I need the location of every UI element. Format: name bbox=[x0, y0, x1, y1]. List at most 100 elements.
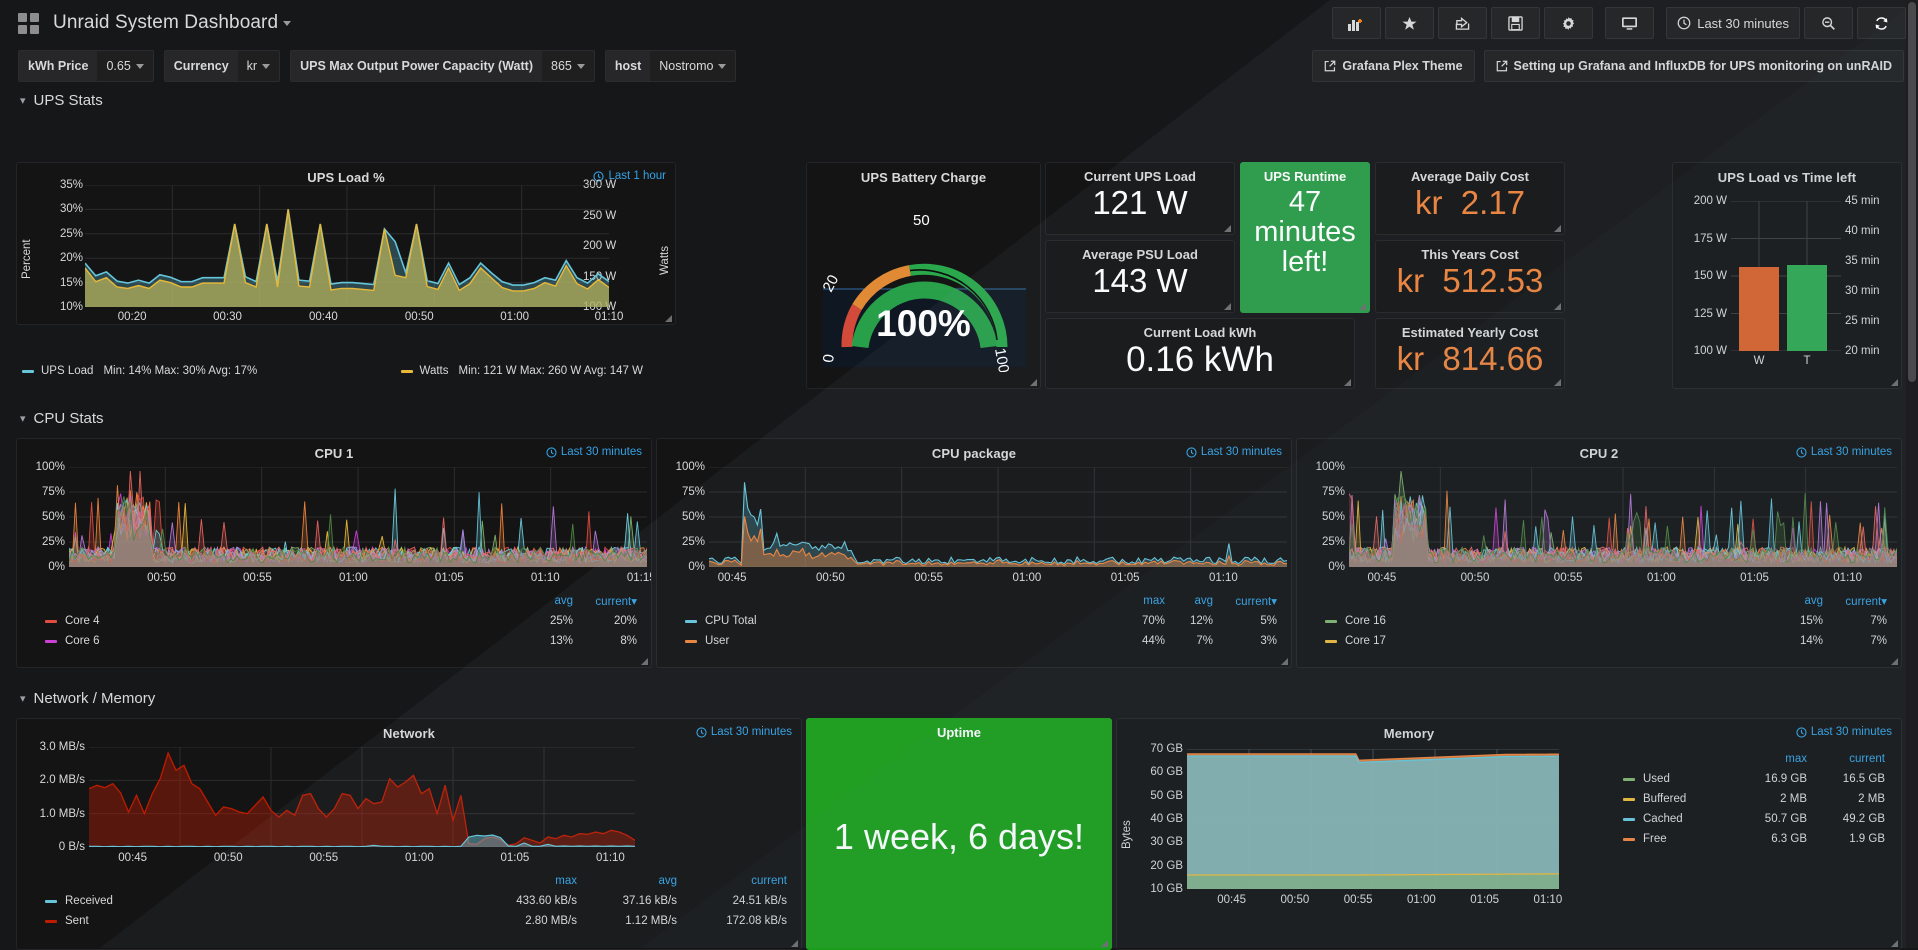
variable-currency[interactable]: Currency kr bbox=[163, 50, 281, 82]
panel-time-range[interactable]: Last 30 minutes bbox=[1796, 726, 1892, 738]
time-range-label: Last 30 minutes bbox=[1697, 15, 1789, 31]
stat-title: Uptime bbox=[936, 725, 982, 740]
stat-value: 1 week, 6 days! bbox=[833, 816, 1085, 857]
panel-resize-handle[interactable] bbox=[1554, 225, 1561, 232]
legend-item[interactable]: Core 4 25% 20% bbox=[17, 611, 651, 631]
legend-item-ups-load[interactable]: UPS Load Min: 14% Max: 30% Avg: 17% bbox=[22, 365, 268, 377]
panel-time-range[interactable]: Last 1 hour bbox=[593, 170, 666, 182]
variable-kwh-price[interactable]: kWh Price 0.65 bbox=[18, 50, 154, 82]
y-axis-ticks-left: 35% 30% 25% 20% 15% 10% bbox=[59, 179, 83, 313]
chevron-down-icon[interactable] bbox=[283, 20, 292, 26]
row-title: CPU Stats bbox=[33, 409, 104, 427]
panel-resize-handle[interactable] bbox=[791, 940, 798, 947]
legend-col-avg[interactable]: avg bbox=[658, 875, 677, 887]
legend-col-current[interactable]: current▾ bbox=[595, 596, 637, 608]
save-button[interactable] bbox=[1491, 7, 1541, 39]
panel-resize-handle[interactable] bbox=[1281, 658, 1288, 665]
bar-t bbox=[1787, 265, 1827, 351]
dashboard-link-grafana-plex-theme[interactable]: Grafana Plex Theme bbox=[1312, 50, 1475, 82]
panel-resize-handle[interactable] bbox=[1359, 303, 1366, 310]
row-header-ups-stats[interactable]: ▾ UPS Stats bbox=[0, 86, 1918, 114]
panel-resize-handle[interactable] bbox=[1030, 379, 1037, 386]
share-button[interactable] bbox=[1438, 7, 1488, 39]
panel-resize-handle[interactable] bbox=[1891, 940, 1898, 947]
time-range-picker[interactable]: Last 30 minutes bbox=[1666, 7, 1800, 39]
stat-panel-estimated-yearly-cost: Estimated Yearly Cost kr 814.66 bbox=[1375, 318, 1565, 389]
panel-resize-handle[interactable] bbox=[1554, 303, 1561, 310]
legend-value-max: 6.3 GB bbox=[1771, 833, 1807, 845]
legend-value-current: 8% bbox=[620, 635, 637, 647]
add-panel-button[interactable] bbox=[1332, 7, 1382, 39]
legend-col-avg[interactable]: avg bbox=[554, 595, 573, 607]
panel-resize-handle[interactable] bbox=[1224, 303, 1231, 310]
panel-title: Memory bbox=[1383, 726, 1435, 741]
panel-time-range[interactable]: Last 30 minutes bbox=[1186, 446, 1282, 458]
panel-cpu-2: CPU 2 Last 30 minutes 100% 75% 50% 25% 0… bbox=[1296, 438, 1902, 668]
legend-col-avg[interactable]: avg bbox=[1194, 595, 1213, 607]
legend-col-current[interactable]: current bbox=[751, 875, 787, 887]
legend-item-watts[interactable]: Watts Min: 121 W Max: 260 W Avg: 147 W bbox=[400, 365, 654, 377]
panel-time-range[interactable]: Last 30 minutes bbox=[696, 726, 792, 738]
legend-item[interactable]: CPU Total 70% 12% 5% bbox=[657, 611, 1291, 631]
clock-icon bbox=[593, 170, 605, 182]
panel-resize-handle[interactable] bbox=[1101, 940, 1108, 947]
tv-mode-button[interactable] bbox=[1605, 7, 1655, 39]
page-title[interactable]: Unraid System Dashboard bbox=[53, 12, 279, 33]
row-title: UPS Stats bbox=[33, 91, 103, 109]
legend-item[interactable]: Sent 2.80 MB/s 1.12 MB/s 172.08 kB/s bbox=[17, 911, 801, 931]
legend-col-max[interactable]: max bbox=[1785, 753, 1807, 765]
legend-item[interactable]: Free 6.3 GB 1.9 GB bbox=[1595, 829, 1895, 849]
panel-resize-handle[interactable] bbox=[1344, 379, 1351, 386]
legend-value-current: 49.2 GB bbox=[1842, 813, 1885, 825]
legend-col-avg[interactable]: avg bbox=[1804, 595, 1823, 607]
panel-time-range[interactable]: Last 30 minutes bbox=[546, 446, 642, 458]
panel-resize-handle[interactable] bbox=[1891, 658, 1898, 665]
legend-item[interactable]: Cached 50.7 GB 49.2 GB bbox=[1595, 809, 1895, 829]
legend-col-current[interactable]: current▾ bbox=[1845, 596, 1887, 608]
panel-title: CPU 2 bbox=[1579, 446, 1619, 461]
panel-network: Network Last 30 minutes 3.0 MB/s 2.0 MB/… bbox=[16, 718, 802, 950]
panel-resize-handle[interactable] bbox=[1891, 379, 1898, 386]
legend-item[interactable]: User 44% 7% 3% bbox=[657, 631, 1291, 651]
stat-value: 0.16 kWh bbox=[1126, 340, 1274, 379]
panel-resize-handle[interactable] bbox=[1554, 379, 1561, 386]
dashboard-link-ups-monitoring-guide[interactable]: Setting up Grafana and InfluxDB for UPS … bbox=[1483, 50, 1904, 82]
legend-col-current[interactable]: current▾ bbox=[1235, 596, 1277, 608]
settings-button[interactable] bbox=[1544, 7, 1594, 39]
legend-item[interactable]: Core 17 14% 7% bbox=[1297, 631, 1901, 651]
legend-swatch bbox=[1325, 639, 1337, 643]
legend-item[interactable]: Buffered 2 MB 2 MB bbox=[1595, 789, 1895, 809]
refresh-button[interactable] bbox=[1857, 7, 1906, 39]
legend-item[interactable]: Core 6 13% 8% bbox=[17, 631, 651, 651]
dashboard-grid-icon[interactable] bbox=[18, 12, 39, 34]
legend-label: Core 6 bbox=[65, 635, 100, 647]
panel-time-range[interactable]: Last 30 minutes bbox=[1796, 446, 1892, 458]
star-button[interactable] bbox=[1385, 7, 1435, 39]
variable-value[interactable]: 0.65 bbox=[97, 51, 152, 81]
variable-host[interactable]: host Nostromo bbox=[604, 50, 737, 82]
clock-icon bbox=[1186, 446, 1197, 458]
variable-ups-max-output[interactable]: UPS Max Output Power Capacity (Watt) 865 bbox=[290, 50, 595, 82]
panel-resize-handle[interactable] bbox=[665, 315, 672, 322]
legend-item[interactable]: Used 16.9 GB 16.5 GB bbox=[1595, 769, 1895, 789]
legend-col-current[interactable]: current bbox=[1849, 753, 1885, 765]
panel-resize-handle[interactable] bbox=[1224, 225, 1231, 232]
variable-value[interactable]: kr bbox=[238, 51, 279, 81]
page-scrollbar[interactable] bbox=[1906, 0, 1918, 948]
panel-resize-handle[interactable] bbox=[641, 658, 648, 665]
variable-label: Currency bbox=[164, 51, 238, 81]
scrollbar-thumb[interactable] bbox=[1908, 2, 1916, 382]
legend-col-max[interactable]: max bbox=[1143, 595, 1165, 607]
legend-item[interactable]: Core 16 15% 7% bbox=[1297, 611, 1901, 631]
variable-value[interactable]: 865 bbox=[542, 51, 594, 81]
zoom-out-button[interactable] bbox=[1804, 7, 1853, 39]
legend-item[interactable]: Received 433.60 kB/s 37.16 kB/s 24.51 kB… bbox=[17, 891, 801, 911]
legend-col-max[interactable]: max bbox=[555, 875, 577, 887]
external-link-icon bbox=[1325, 60, 1336, 72]
panel-cpu-package: CPU package Last 30 minutes 100% 75% 50%… bbox=[656, 438, 1292, 668]
variable-value[interactable]: Nostromo bbox=[650, 51, 735, 81]
row-header-network-memory[interactable]: ▾ Network / Memory bbox=[0, 684, 155, 712]
y-axis-label-right: Watts bbox=[659, 246, 671, 275]
row-header-cpu-stats[interactable]: ▾ CPU Stats bbox=[0, 404, 104, 432]
dashboard-link-label: Grafana Plex Theme bbox=[1342, 59, 1463, 73]
